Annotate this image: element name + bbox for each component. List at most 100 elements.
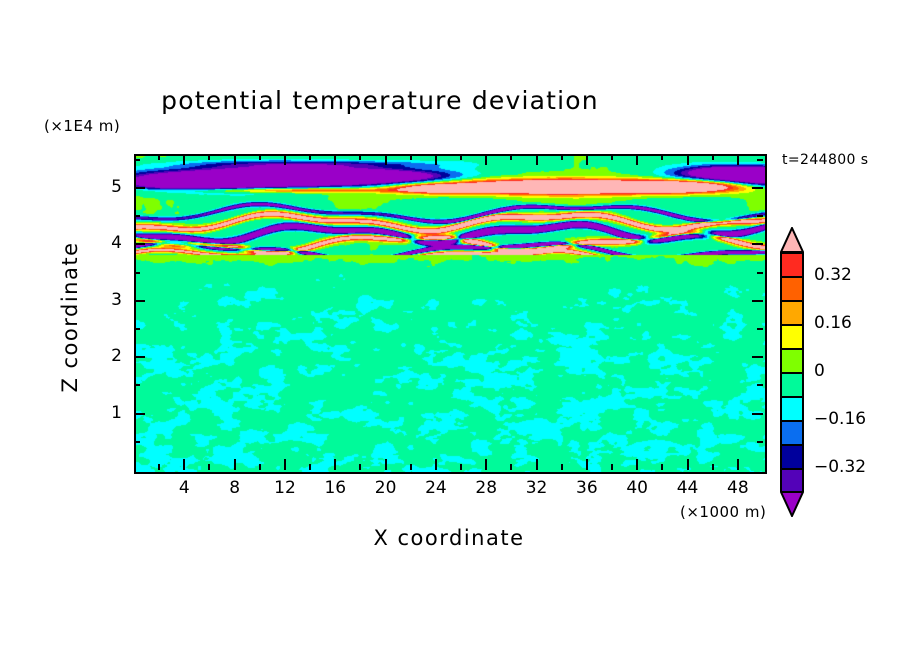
x-axis-minor-tick [359, 464, 362, 470]
x-axis-tick-label: 8 [229, 478, 241, 498]
x-axis-minor-tick [258, 154, 261, 160]
x-axis-minor-tick [158, 154, 161, 160]
heatmap-canvas [136, 156, 765, 472]
x-axis-minor-tick [359, 154, 362, 160]
x-axis-minor-tick [258, 464, 261, 470]
x-axis-tick-label: 4 [178, 478, 190, 498]
y-axis-minor-tick [134, 327, 140, 330]
x-axis-minor-tick [560, 464, 563, 470]
plot-area [134, 154, 767, 474]
x-axis-minor-tick [158, 464, 161, 470]
x-axis-minor-tick [460, 464, 463, 470]
x-axis-tick-label: 24 [425, 478, 447, 498]
x-axis-tick [636, 154, 639, 165]
y-axis-tick-label: 4 [111, 233, 122, 254]
colorbar-tick-label: −0.16 [814, 409, 867, 429]
colorbar-band [782, 374, 802, 398]
x-axis-tick [485, 154, 488, 165]
x-axis-minor-tick [409, 464, 412, 470]
y-axis-minor-tick [757, 440, 763, 443]
y-axis-tick [134, 412, 145, 415]
x-axis-tick-label: 36 [576, 478, 598, 498]
colorbar-band [782, 422, 802, 446]
x-axis-tick [183, 154, 186, 165]
x-axis-minor-tick [208, 154, 211, 160]
x-axis-minor-tick [409, 154, 412, 160]
colorbar-tick-label: 0.16 [814, 313, 852, 333]
y-axis-tick [134, 186, 145, 189]
x-axis-minor-tick [510, 154, 513, 160]
x-axis-minor-tick [208, 464, 211, 470]
x-axis-unit-label: (×1000 m) [680, 503, 767, 521]
y-axis-tick-label: 5 [111, 176, 122, 197]
colorbar-tick-label: −0.32 [814, 457, 867, 477]
y-axis-unit-label: (×1E4 m) [44, 117, 121, 135]
y-axis-minor-tick [134, 271, 140, 274]
y-axis-tick [752, 356, 763, 359]
colorbar-top-cap [779, 225, 805, 253]
x-axis-tick [233, 459, 236, 470]
x-axis-minor-tick [661, 464, 664, 470]
x-axis-tick-label: 16 [324, 478, 347, 498]
y-axis-tick [134, 356, 145, 359]
y-axis-tick [134, 243, 145, 246]
x-axis-minor-tick [661, 154, 664, 160]
x-axis-tick [183, 459, 186, 470]
x-axis-tick-label: 28 [475, 478, 498, 498]
x-axis-minor-tick [510, 464, 513, 470]
x-axis-tick [434, 154, 437, 165]
x-axis-tick [535, 459, 538, 470]
x-axis-tick [686, 154, 689, 165]
chart-title: potential temperature deviation [161, 86, 599, 115]
y-axis-title: Z coordinate [58, 241, 82, 393]
x-axis-tick [384, 154, 387, 165]
y-axis-minor-tick [757, 384, 763, 387]
x-axis-minor-tick [309, 154, 312, 160]
x-axis-tick [585, 459, 588, 470]
timestamp-annotation: t=244800 s [782, 152, 869, 168]
y-axis-tick [752, 299, 763, 302]
y-axis-minor-tick [134, 215, 140, 218]
x-axis-tick-label: 40 [626, 478, 648, 498]
y-axis-tick [752, 412, 763, 415]
y-axis-tick [752, 186, 763, 189]
x-axis-tick-label: 44 [676, 478, 699, 498]
x-axis-minor-tick [711, 154, 714, 160]
x-axis-tick [636, 459, 639, 470]
colorbar-bottom-cap [779, 491, 805, 519]
x-axis-tick [736, 154, 739, 165]
colorbar-band [782, 398, 802, 422]
colorbar-band [782, 302, 802, 326]
y-axis-tick [134, 299, 145, 302]
y-axis-tick [752, 243, 763, 246]
y-axis-tick-label: 1 [111, 402, 122, 423]
x-axis-tick-label: 32 [525, 478, 548, 498]
x-axis-minor-tick [611, 154, 614, 160]
x-axis-tick [736, 459, 739, 470]
y-axis-minor-tick [757, 327, 763, 330]
x-axis-tick [334, 154, 337, 165]
x-axis-tick-label: 12 [274, 478, 296, 498]
x-axis-tick [585, 154, 588, 165]
x-axis-minor-tick [309, 464, 312, 470]
x-axis-tick [283, 154, 286, 165]
y-axis-minor-tick [134, 384, 140, 387]
colorbar-band [782, 470, 802, 494]
x-axis-tick [283, 459, 286, 470]
x-axis-tick [485, 459, 488, 470]
x-axis-minor-tick [560, 154, 563, 160]
y-axis-minor-tick [134, 440, 140, 443]
colorbar-band [782, 326, 802, 350]
y-axis-tick-label: 3 [111, 289, 122, 310]
x-axis-tick [233, 154, 236, 165]
x-axis-title: X coordinate [373, 526, 525, 550]
y-axis-tick-label: 2 [111, 346, 122, 367]
y-axis-minor-tick [757, 271, 763, 274]
colorbar-tick-label: 0.32 [814, 265, 852, 285]
y-axis-minor-tick [757, 158, 763, 161]
colorbar-band [782, 350, 802, 374]
colorbar-band [782, 278, 802, 302]
colorbar-bands [780, 252, 804, 494]
x-axis-tick-label: 20 [374, 478, 397, 498]
